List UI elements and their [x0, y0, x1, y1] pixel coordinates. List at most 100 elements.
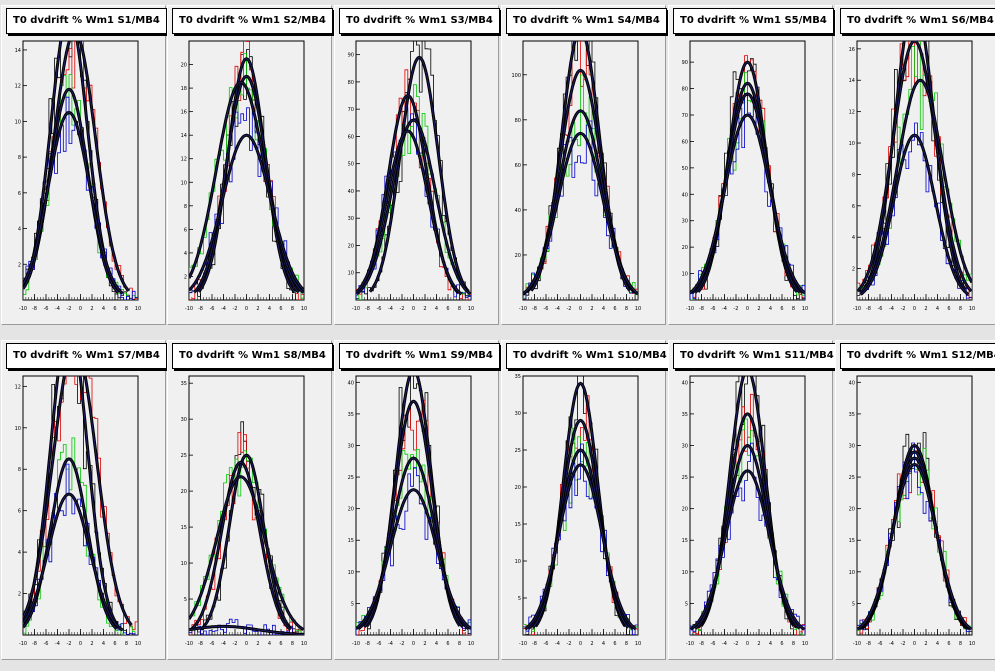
plot-title: T0 dvdrift % Wm1 S4/MB4 [506, 8, 667, 34]
x-tick-label: 10 [635, 641, 641, 647]
x-tick-label: -10 [686, 306, 694, 312]
x-tick-label: 8 [959, 641, 962, 647]
x-tick-label: 0 [412, 641, 415, 647]
y-tick-label: 20 [348, 507, 354, 513]
x-tick-label: -10 [19, 641, 27, 647]
x-tick-label: 8 [125, 641, 128, 647]
x-tick-label: -2 [734, 641, 739, 647]
plot-area: -10 -8 -6 -4 -2 0 2 4 6 8 10 2 4 6 8 10 12 14 16 [849, 40, 975, 312]
fit-curve-core [189, 625, 304, 635]
plot-pad: -10 -8 -6 -4 -2 0 2 4 6 8 10 2 4 6 8 10 12 14 T0 dvdrift %… [1, 5, 167, 325]
x-tick-label: 4 [602, 306, 605, 312]
x-tick-label: 0 [245, 641, 248, 647]
y-tick-label: 14 [849, 78, 855, 84]
x-tick-label: -6 [878, 306, 883, 312]
x-tick-label: 6 [446, 306, 449, 312]
x-tick-label: 2 [590, 641, 593, 647]
x-tick-label: -2 [901, 306, 906, 312]
y-tick-label: 80 [682, 87, 688, 93]
y-tick-label: 25 [849, 475, 855, 481]
y-tick-label: 60 [348, 134, 354, 140]
x-tick-label: -6 [44, 306, 49, 312]
y-tick-label: 2 [184, 274, 187, 280]
y-tick-label: 14 [15, 48, 21, 54]
x-tick-label: -10 [19, 306, 27, 312]
y-tick-label: 18 [181, 86, 187, 92]
y-tick-label: 2 [852, 267, 855, 273]
plot-title: T0 dvdrift % Wm1 S7/MB4 [6, 343, 167, 369]
x-tick-label: 0 [913, 641, 916, 647]
y-tick-label: 20 [181, 63, 187, 69]
x-tick-label: 2 [924, 641, 927, 647]
y-tick-label: 80 [348, 80, 354, 86]
x-tick-label: -10 [352, 306, 360, 312]
x-tick-label: 6 [780, 641, 783, 647]
x-tick-label: -10 [519, 641, 527, 647]
y-tick-label: 20 [348, 243, 354, 249]
x-tick-label: -10 [519, 306, 527, 312]
x-tick-label: 2 [256, 641, 259, 647]
x-tick-label: 10 [301, 306, 307, 312]
x-tick-label: -2 [567, 641, 572, 647]
fit-curve-core [201, 454, 292, 630]
plot-area: -10 -8 -6 -4 -2 0 2 4 6 8 10 5 10 15 20 25 30 35 40 [849, 375, 975, 647]
y-tick-label: 8 [184, 204, 187, 210]
y-tick-label: 15 [849, 538, 855, 544]
x-tick-label: 0 [412, 306, 415, 312]
x-tick-label: -4 [722, 641, 727, 647]
x-tick-label: 10 [135, 641, 141, 647]
x-tick-label: -4 [555, 641, 560, 647]
plot-pad: -10 -8 -6 -4 -2 0 2 4 6 8 10 2 4 6 8 10 12 14 16 T0 dvdrift… [835, 5, 995, 325]
y-tick-label: 4 [852, 235, 855, 241]
x-tick-label: -8 [532, 641, 537, 647]
x-tick-label: -6 [210, 306, 215, 312]
y-tick-label: 30 [682, 443, 688, 449]
x-tick-label: -2 [901, 641, 906, 647]
x-tick-label: 8 [291, 306, 294, 312]
fit-curve-core [690, 114, 805, 294]
y-tick-label: 10 [682, 272, 688, 278]
plot-title: T0 dvdrift % Wm1 S9/MB4 [339, 343, 500, 369]
y-tick-label: 30 [348, 443, 354, 449]
x-tick-label: 10 [969, 641, 975, 647]
plot-title: T0 dvdrift % Wm1 S5/MB4 [673, 8, 834, 34]
x-tick-label: 2 [924, 306, 927, 312]
plot-area: -10 -8 -6 -4 -2 0 2 4 6 8 10 20 40 60 80 100 [511, 40, 641, 312]
x-tick-label: -8 [699, 306, 704, 312]
y-tick-label: 35 [682, 412, 688, 418]
fit-curve-core [23, 376, 132, 626]
y-tick-label: 20 [682, 245, 688, 251]
y-tick-label: 6 [18, 509, 21, 515]
fit-curve [857, 462, 972, 631]
x-tick-label: 4 [268, 306, 271, 312]
x-tick-label: -6 [711, 641, 716, 647]
plot-frame [856, 375, 973, 636]
plot-area: -10 -8 -6 -4 -2 0 2 4 6 8 10 2 4 6 8 10 12 [15, 375, 141, 647]
y-tick-label: 30 [515, 411, 521, 417]
plot-area: -10 -8 -6 -4 -2 0 2 4 6 8 10 2 4 6 8 10 12 14 16 18 20 [181, 40, 307, 312]
y-tick-label: 10 [15, 426, 21, 432]
x-tick-label: 0 [746, 641, 749, 647]
y-tick-label: 10 [348, 271, 354, 277]
x-tick-label: 6 [613, 641, 616, 647]
plot-area: -10 -8 -6 -4 -2 0 2 4 6 8 10 10 20 30 40 50 60 70 80 90 [682, 40, 808, 312]
plot-frame [22, 40, 139, 301]
x-tick-label: 4 [268, 641, 271, 647]
y-tick-label: 20 [181, 489, 187, 495]
x-tick-label: 4 [769, 306, 772, 312]
y-tick-label: 30 [849, 443, 855, 449]
x-tick-label: -4 [221, 306, 226, 312]
plot-area: -10 -8 -6 -4 -2 0 2 4 6 8 10 5 10 15 20 25 30 35 [515, 374, 642, 647]
x-tick-label: 0 [913, 306, 916, 312]
plot-area: -10 -8 -6 -4 -2 0 2 4 6 8 10 5 10 15 20 25 30 35 [181, 375, 307, 647]
y-tick-label: 15 [348, 538, 354, 544]
y-tick-label: 25 [682, 475, 688, 481]
y-tick-label: 40 [348, 189, 354, 195]
y-tick-label: 6 [184, 227, 187, 233]
y-tick-label: 10 [181, 180, 187, 186]
x-tick-label: 2 [90, 641, 93, 647]
x-tick-label: 0 [79, 641, 82, 647]
x-tick-label: 6 [113, 641, 116, 647]
x-tick-label: 8 [792, 306, 795, 312]
x-tick-label: -2 [567, 306, 572, 312]
